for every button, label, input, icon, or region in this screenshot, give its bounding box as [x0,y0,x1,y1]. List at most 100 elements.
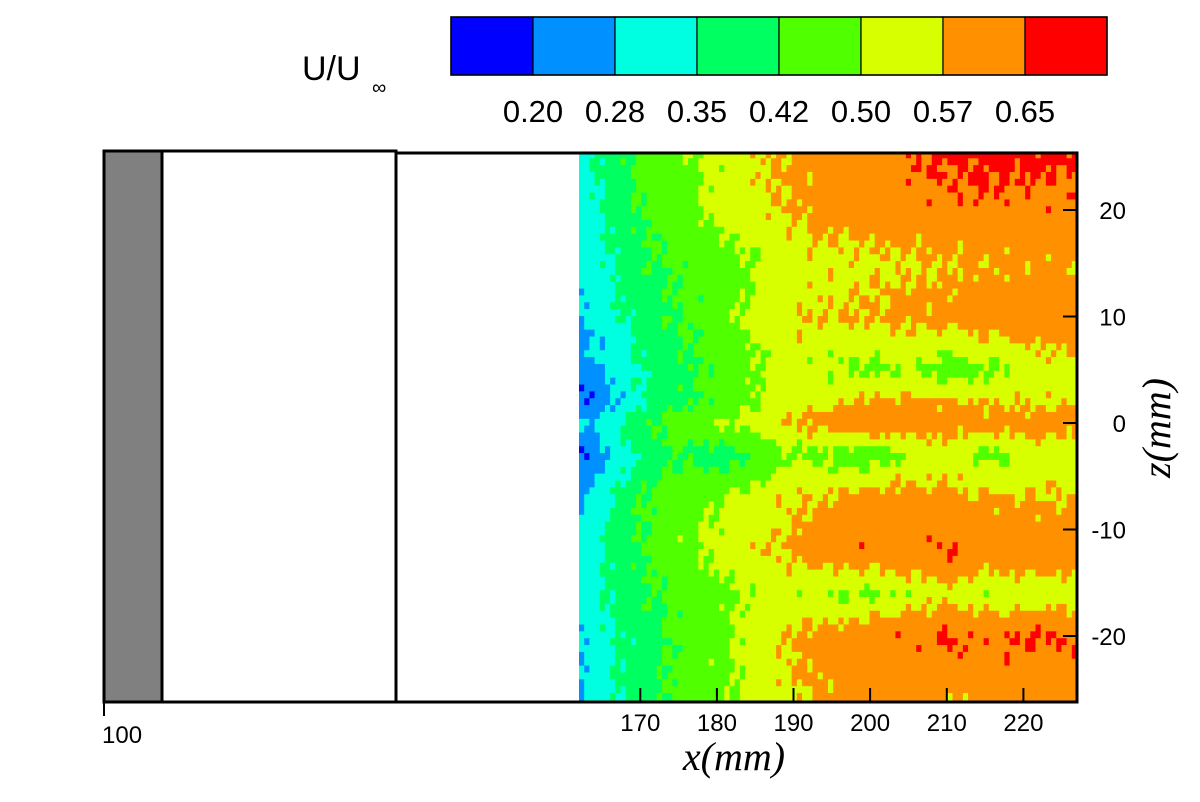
contour-cell [760,309,767,317]
contour-cell [786,411,793,420]
contour-cell [1045,309,1052,317]
contour-cell [936,363,943,372]
contour-cell [988,185,995,194]
contour-cell [584,185,590,194]
contour-cell [916,261,922,269]
contour-cell [698,213,705,221]
contour-cell [1061,405,1068,413]
contour-cell [791,350,798,358]
contour-cell [682,425,689,434]
contour-cell [724,171,731,180]
contour-cell [874,384,881,392]
contour-cell [947,501,954,509]
contour-cell [1071,274,1078,283]
contour-cell [1061,377,1068,386]
contour-cell [895,398,902,406]
contour-cell [848,247,855,255]
contour-cell [1061,309,1068,317]
contour-cell [786,336,793,344]
contour-cell [724,185,731,194]
contour-cell [874,480,881,488]
contour-cell [776,446,782,454]
contour-cell [682,192,689,201]
contour-cell [589,261,596,269]
contour-cell [682,267,689,276]
contour-cell [848,178,855,187]
contour-cell [667,302,673,310]
contour-cell [983,322,990,331]
contour-cell [729,439,736,447]
contour-cell [1025,487,1031,495]
contour-cell [968,185,974,194]
contour-cell [630,165,637,173]
contour-cell [1025,185,1031,194]
contour-cell [916,226,922,235]
contour-cell [895,261,902,269]
contour-cell [838,219,845,228]
contour-cell [962,473,969,482]
contour-cell [589,267,596,276]
contour-cell [708,377,715,386]
contour-cell [739,459,746,468]
contour-cell [936,165,943,173]
contour-cell [895,494,902,502]
contour-cell [729,199,736,207]
contour-cell [662,158,668,166]
contour-cell [833,459,839,468]
contour-cell [1014,377,1021,386]
contour-cell [594,480,601,488]
contour-cell [610,480,616,488]
contour-cell [817,302,824,310]
contour-cell [1014,453,1021,461]
contour-cell [687,391,694,399]
contour-cell [719,158,725,166]
contour-cell [988,206,995,214]
contour-cell [708,357,715,365]
contour-cell [973,240,980,249]
contour-cell [1035,391,1042,399]
contour-cell [1035,192,1042,201]
contour-cell [672,233,679,242]
contour-cell [973,473,980,482]
contour-cell [812,213,819,221]
contour-cell [1004,398,1011,406]
contour-cell [786,247,793,255]
contour-cell [1035,418,1042,427]
contour-cell [952,281,959,290]
contour-cell [672,418,679,427]
contour-cell [1009,165,1016,173]
contour-cell [843,213,850,221]
contour-cell [646,398,653,406]
contour-cell [594,206,601,214]
contour-cell [651,480,658,488]
contour-cell [579,411,585,420]
contour-cell [646,178,653,187]
contour-cell [1019,384,1026,392]
contour-cell [1045,151,1052,159]
contour-cell [589,398,596,406]
contour-cell [822,206,829,214]
contour-cell [651,466,658,475]
contour-cell [1040,247,1047,255]
contour-cell [708,425,715,434]
contour-cell [703,494,710,502]
contour-cell [791,363,798,372]
contour-cell [978,466,985,475]
contour-cell [983,439,990,447]
contour-cell [864,288,871,296]
contour-cell [802,363,808,372]
contour-cell [848,418,855,427]
contour-cell [770,288,777,296]
contour-cell [921,233,928,242]
contour-cell [973,199,980,207]
contour-cell [942,357,948,365]
contour-cell [817,165,824,173]
contour-cell [874,405,881,413]
contour-cell [1014,446,1021,454]
contour-cell [952,432,959,440]
contour-cell [931,226,938,235]
contour-cell [604,302,611,310]
contour-cell [724,233,731,242]
contour-cell [636,453,642,461]
contour-cell [1071,466,1078,475]
